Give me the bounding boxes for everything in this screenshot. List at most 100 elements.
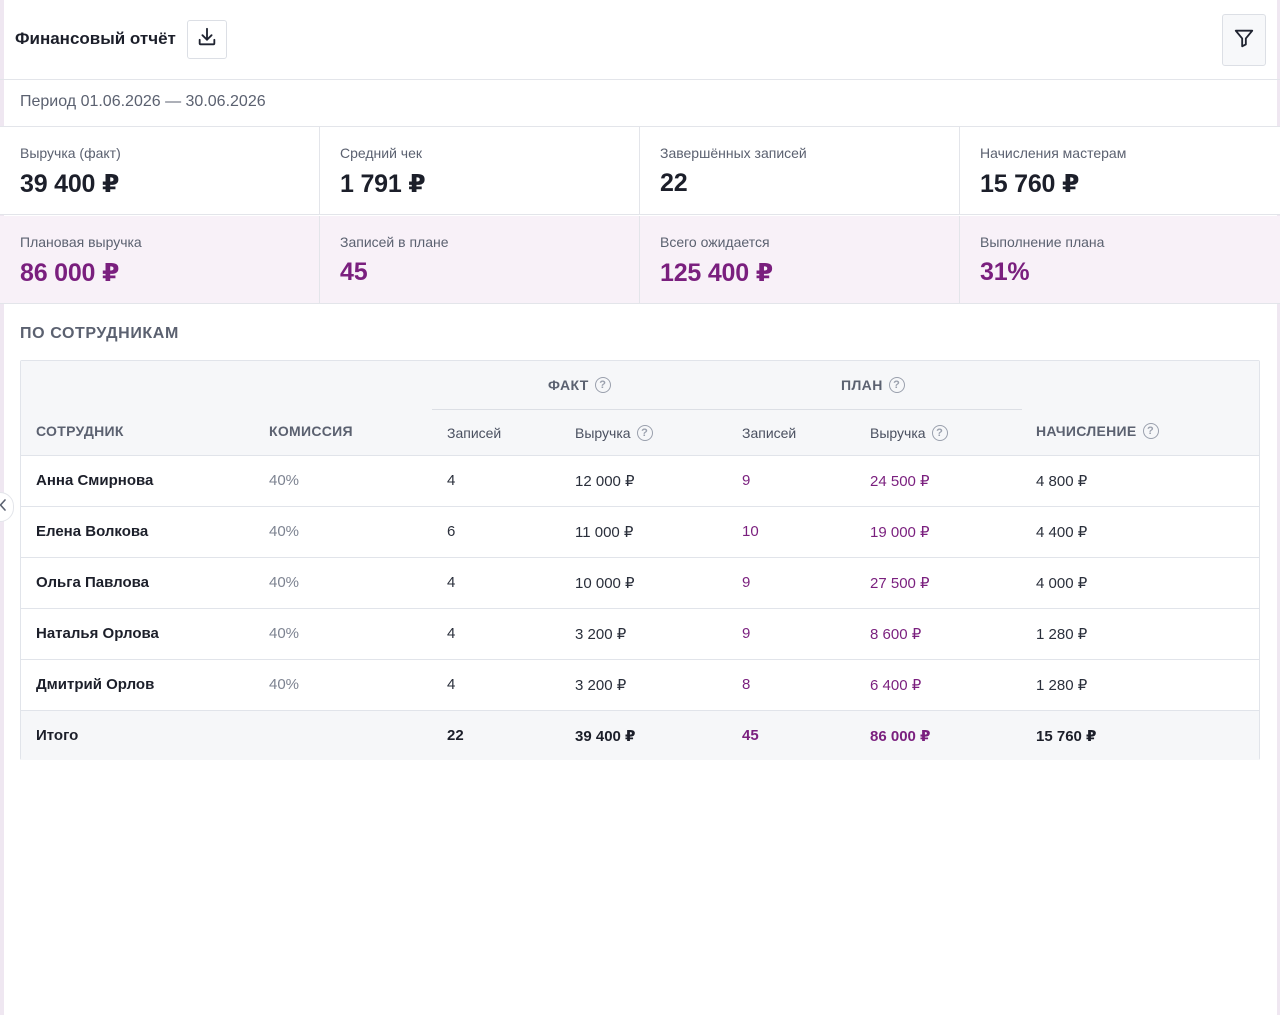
report-header: Финансовый отчёт (0, 0, 1280, 80)
cell-plan-count: 8 (742, 676, 751, 693)
group-label-plan: ПЛАН (841, 377, 883, 393)
metric-label: Плановая выручка (20, 234, 142, 250)
column-header-accrual[interactable]: НАЧИСЛЕНИЕ ? (1036, 423, 1159, 439)
cell-commission: 40% (269, 472, 300, 489)
table-row[interactable]: Елена Волкова 40% 6 11 000 ₽ 10 19 000 ₽… (21, 507, 1259, 558)
cell-fact-count: 6 (447, 523, 456, 540)
divider (0, 126, 1280, 127)
cell-accrual: 4 000 ₽ (1036, 575, 1088, 592)
cell-fact-count: 4 (447, 625, 456, 642)
group-header-plan: ПЛАН ? (841, 377, 905, 393)
help-icon[interactable]: ? (888, 377, 905, 393)
cell-fact-count: 4 (447, 676, 456, 693)
column-header-label: СОТРУДНИК (36, 423, 124, 439)
table-row[interactable]: Ольга Павлова 40% 4 10 000 ₽ 9 27 500 ₽ … (21, 558, 1259, 609)
cell-plan-count: 9 (742, 574, 751, 591)
help-icon[interactable]: ? (931, 425, 948, 441)
cell-fact-revenue: 11 000 ₽ (575, 524, 634, 541)
cell-total-accrual: 15 760 ₽ (1036, 728, 1097, 745)
help-icon[interactable]: ? (594, 377, 611, 393)
column-header-label: Выручка (870, 425, 926, 441)
metric-value: 31% (980, 258, 1030, 286)
cell-fact-count: 4 (447, 472, 456, 489)
column-header-employee[interactable]: СОТРУДНИК (36, 423, 124, 439)
table-row[interactable]: Наталья Орлова 40% 4 3 200 ₽ 9 8 600 ₽ 1… (21, 609, 1259, 660)
plan-metrics-row: Плановая выручка 86 000 ₽ Записей в план… (0, 216, 1280, 304)
metric-value: 39 400 ₽ (20, 170, 120, 198)
metric-total-expected: Всего ожидается 125 400 ₽ (640, 216, 960, 303)
cell-plan-revenue: 27 500 ₽ (870, 575, 930, 592)
column-header-label: Записей (742, 425, 797, 441)
group-label-fact: ФАКТ (548, 377, 589, 393)
right-edge-strip (1277, 0, 1280, 1015)
filter-icon (1233, 27, 1255, 54)
help-icon[interactable]: ? (1142, 423, 1159, 439)
table-header: ФАКТ ? ПЛАН ? СОТРУДНИК КОМИССИЯ Записей… (21, 361, 1259, 456)
cell-total-plan-revenue: 86 000 ₽ (870, 728, 931, 745)
column-header-label: НАЧИСЛЕНИЕ (1036, 423, 1137, 439)
cell-plan-revenue: 6 400 ₽ (870, 677, 922, 694)
metric-value: 22 (660, 169, 688, 197)
group-header-fact: ФАКТ ? (548, 377, 611, 393)
cell-total-fact-revenue: 39 400 ₽ (575, 728, 636, 745)
cell-total-plan-count: 45 (742, 727, 759, 744)
metric-completed-records: Завершённых записей 22 (640, 127, 960, 214)
collapse-sidebar-button[interactable] (0, 492, 14, 522)
cell-commission: 40% (269, 676, 300, 693)
cell-accrual: 1 280 ₽ (1036, 677, 1088, 694)
column-header-label: Записей (447, 425, 502, 441)
table-row[interactable]: Дмитрий Орлов 40% 4 3 200 ₽ 8 6 400 ₽ 1 … (21, 660, 1259, 711)
metric-label: Выполнение плана (980, 234, 1105, 250)
cell-accrual: 1 280 ₽ (1036, 626, 1088, 643)
cell-plan-count: 9 (742, 472, 751, 489)
cell-employee: Елена Волкова (36, 523, 149, 540)
metric-label: Всего ожидается (660, 234, 770, 250)
metric-master-accruals: Начисления мастерам 15 760 ₽ (960, 127, 1280, 214)
filter-button[interactable] (1222, 14, 1266, 66)
metric-revenue-fact: Выручка (факт) 39 400 ₽ (0, 127, 320, 214)
metric-value: 1 791 ₽ (340, 170, 426, 198)
cell-commission: 40% (269, 523, 300, 540)
table-row[interactable]: Анна Смирнова 40% 4 12 000 ₽ 9 24 500 ₽ … (21, 456, 1259, 507)
cell-plan-count: 9 (742, 625, 751, 642)
fact-metrics-row: Выручка (факт) 39 400 ₽ Средний чек 1 79… (0, 127, 1280, 215)
cell-fact-revenue: 10 000 ₽ (575, 575, 635, 592)
cell-commission: 40% (269, 625, 300, 642)
section-title: ПО СОТРУДНИКАМ (20, 325, 179, 342)
cell-fact-revenue: 12 000 ₽ (575, 473, 635, 490)
cell-total-fact-count: 22 (447, 727, 464, 744)
column-header-label: Выручка (575, 425, 631, 441)
cell-employee: Наталья Орлова (36, 625, 159, 642)
column-header-label: КОМИССИЯ (269, 423, 353, 439)
column-header-commission[interactable]: КОМИССИЯ (269, 423, 353, 439)
metric-label: Записей в плане (340, 234, 449, 250)
cell-employee: Анна Смирнова (36, 472, 154, 489)
chevron-left-icon (0, 498, 7, 516)
metric-planned-revenue: Плановая выручка 86 000 ₽ (0, 216, 320, 303)
table-total-row: Итого 22 39 400 ₽ 45 86 000 ₽ 15 760 ₽ (21, 711, 1259, 760)
period-label: Период 01.06.2026 — 30.06.2026 (20, 93, 266, 110)
column-header-fact-count[interactable]: Записей (447, 425, 501, 441)
cell-fact-revenue: 3 200 ₽ (575, 677, 627, 694)
column-header-plan-revenue[interactable]: Выручка ? (870, 425, 948, 441)
group-divider (432, 409, 1022, 410)
metric-label: Выручка (факт) (20, 145, 121, 161)
column-header-plan-count[interactable]: Записей (742, 425, 796, 441)
download-button[interactable] (187, 20, 227, 59)
metric-plan-completion: Выполнение плана 31% (960, 216, 1280, 303)
metric-value: 15 760 ₽ (980, 170, 1080, 198)
cell-accrual: 4 800 ₽ (1036, 473, 1088, 490)
cell-employee: Ольга Павлова (36, 574, 149, 591)
column-header-fact-revenue[interactable]: Выручка ? (575, 425, 653, 441)
download-icon (196, 26, 218, 53)
metric-label: Начисления мастерам (980, 145, 1127, 161)
page-title: Финансовый отчёт (15, 29, 176, 48)
metric-label: Завершённых записей (660, 145, 807, 161)
metric-value: 86 000 ₽ (20, 259, 120, 287)
cell-fact-revenue: 3 200 ₽ (575, 626, 627, 643)
help-icon[interactable]: ? (636, 425, 653, 441)
cell-plan-revenue: 8 600 ₽ (870, 626, 922, 643)
metric-value: 45 (340, 258, 368, 286)
metric-planned-records: Записей в плане 45 (320, 216, 640, 303)
cell-accrual: 4 400 ₽ (1036, 524, 1088, 541)
